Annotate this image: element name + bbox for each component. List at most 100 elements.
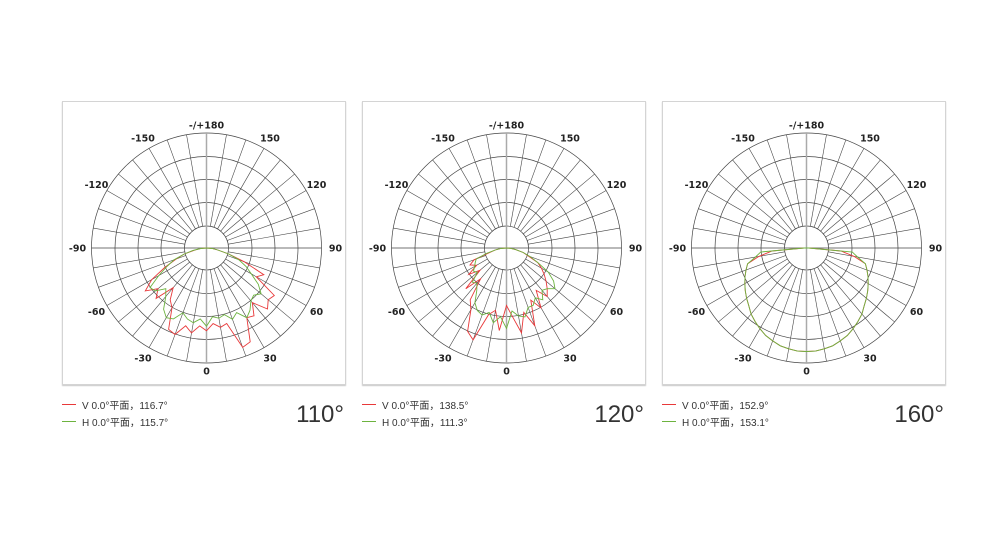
angle-label: 60 (310, 307, 324, 318)
grid-spoke (510, 134, 527, 227)
polar-chart: -/+180 150 120 90 60 30 0 -30 -60 -90 -120 -150 (69, 121, 343, 378)
polar-chart-panel: -/+180 150 120 90 60 30 0 -30 -60 -90 -120 -150 (362, 101, 646, 385)
series-h-curve (471, 247, 556, 330)
grid-spoke (810, 134, 827, 227)
legend-swatch (62, 403, 76, 405)
grid-spoke (698, 208, 786, 241)
grid-spoke (693, 227, 785, 245)
beam-angle-label: 160° (894, 401, 944, 428)
grid-spoke (520, 264, 581, 337)
grid-spoke (486, 269, 503, 362)
grid-spoke (517, 148, 565, 230)
grid-spoke (718, 173, 790, 235)
legend-swatch (362, 403, 376, 405)
angle-label: 120 (607, 180, 627, 191)
legend-item: V 0.0°平面，116.7° (62, 397, 168, 412)
angle-label: 30 (863, 353, 877, 364)
grid-spoke (406, 258, 488, 306)
grid-spoke (406, 190, 488, 238)
angle-label: 120 (907, 180, 927, 191)
angle-label: -60 (688, 307, 706, 318)
legend-item: V 0.0°平面，138.5° (362, 397, 469, 412)
angle-label: -120 (85, 180, 109, 191)
legend: V 0.0°平面，116.7° H 0.0°平面，115.7° 110° (62, 397, 344, 437)
grid-spoke (813, 268, 847, 357)
grid-spoke (186, 134, 203, 227)
grid-spoke (213, 268, 247, 357)
legend-label: H 0.0°平面，115.7° (82, 417, 169, 429)
grid-spoke (706, 190, 788, 238)
grid-spoke (223, 173, 295, 235)
grid-spoke (106, 190, 188, 238)
legend-item: V 0.0°平面，152.9° (662, 397, 768, 412)
legend-swatch (662, 420, 676, 422)
beam-angle-label: 120° (594, 401, 644, 428)
grid-spoke (148, 148, 196, 230)
angle-label: 150 (260, 134, 280, 145)
grid-spoke (693, 251, 785, 269)
grid-spoke (118, 261, 190, 323)
grid-spoke (766, 139, 800, 228)
grid-spoke (698, 255, 786, 288)
series-h-curve (744, 247, 869, 352)
grid-spoke (132, 264, 193, 337)
grid-spoke (448, 148, 496, 230)
grid-spoke (227, 255, 315, 288)
angle-label: 150 (560, 134, 580, 145)
angle-label: -/+180 (189, 121, 225, 132)
polar-chart-panel: -/+180 150 120 90 60 30 0 -30 -60 -90 -120 -150 (62, 101, 346, 385)
grid-spoke (828, 251, 920, 269)
legend-swatch (362, 420, 376, 422)
grid-spoke (528, 227, 620, 245)
grid-spoke (827, 208, 915, 241)
grid-spoke (810, 269, 827, 362)
legend-item: H 0.0°平面，153.1° (662, 414, 769, 429)
grid-spoke (98, 208, 186, 241)
grid-spoke (393, 227, 485, 245)
grid-spoke (823, 173, 895, 235)
grid-spoke (748, 266, 796, 348)
angle-label: 60 (610, 307, 624, 318)
grid-spoke (448, 266, 496, 348)
grid-spoke (217, 266, 265, 348)
angle-label: 30 (563, 353, 577, 364)
grid-spoke (786, 269, 803, 362)
angle-label: 120 (307, 180, 327, 191)
grid-spoke (527, 255, 615, 288)
grid-spoke (523, 173, 595, 235)
grid-spoke (486, 134, 503, 227)
grid-spoke (527, 208, 615, 241)
beam-angle-label: 110° (296, 401, 344, 428)
grid-spoke (706, 258, 788, 306)
grid-spoke (213, 139, 247, 228)
legend-label: V 0.0°平面，138.5° (382, 400, 469, 412)
grid-spoke (432, 159, 493, 232)
grid-spoke (828, 227, 920, 245)
grid-spoke (398, 208, 486, 241)
grid-spoke (466, 139, 500, 228)
series-v-curve (465, 247, 548, 341)
grid-spoke (817, 148, 865, 230)
angle-label: -30 (434, 353, 452, 364)
grid-spoke (106, 258, 188, 306)
grid-spoke (820, 264, 881, 337)
grid-spoke (786, 134, 803, 227)
grid-spoke (186, 269, 203, 362)
grid-spoke (220, 159, 281, 232)
angle-label: -150 (131, 134, 155, 145)
grid-spoke (466, 268, 500, 357)
angle-label: -/+180 (489, 121, 525, 132)
series-v-curve (144, 247, 275, 349)
legend-label: V 0.0°平面，116.7° (82, 400, 168, 412)
grid-spoke (118, 173, 190, 235)
grid-spoke (210, 269, 227, 362)
angle-label: -90 (369, 244, 387, 255)
grid-spoke (223, 261, 295, 323)
grid-spoke (525, 258, 607, 306)
grid-spoke (210, 134, 227, 227)
grid-spoke (525, 190, 607, 238)
grid-spoke (528, 251, 620, 269)
grid-spoke (225, 258, 307, 306)
legend-item: H 0.0°平面，111.3° (362, 414, 467, 429)
polar-chart: -/+180 150 120 90 60 30 0 -30 -60 -90 -120 -150 (369, 121, 643, 378)
